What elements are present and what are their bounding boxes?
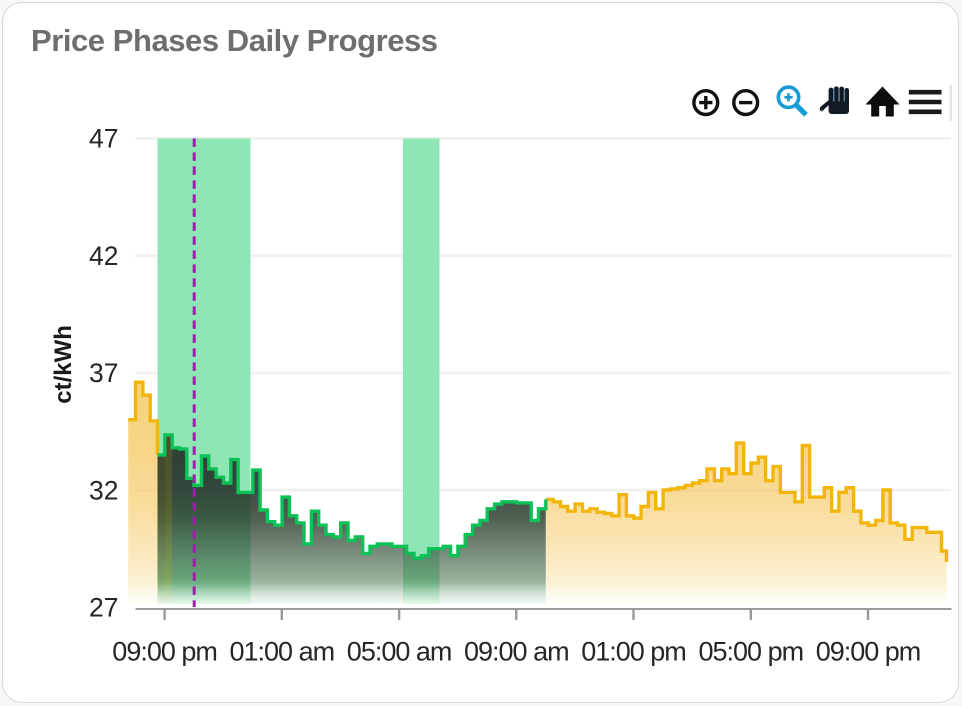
svg-text:09:00 pm: 09:00 pm xyxy=(112,637,217,667)
svg-text:05:00 pm: 05:00 pm xyxy=(699,637,804,667)
svg-text:01:00 am: 01:00 am xyxy=(230,637,335,667)
svg-text:37: 37 xyxy=(89,358,118,388)
svg-text:27: 27 xyxy=(89,593,118,623)
svg-text:ct/kWh: ct/kWh xyxy=(50,325,77,404)
svg-text:47: 47 xyxy=(89,124,118,154)
svg-text:09:00 am: 09:00 am xyxy=(464,637,569,667)
svg-text:05:00 am: 05:00 am xyxy=(347,637,452,667)
svg-text:42: 42 xyxy=(89,241,118,271)
svg-text:01:00 pm: 01:00 pm xyxy=(581,637,686,667)
svg-text:32: 32 xyxy=(89,475,118,505)
svg-text:09:00 pm: 09:00 pm xyxy=(816,637,921,667)
